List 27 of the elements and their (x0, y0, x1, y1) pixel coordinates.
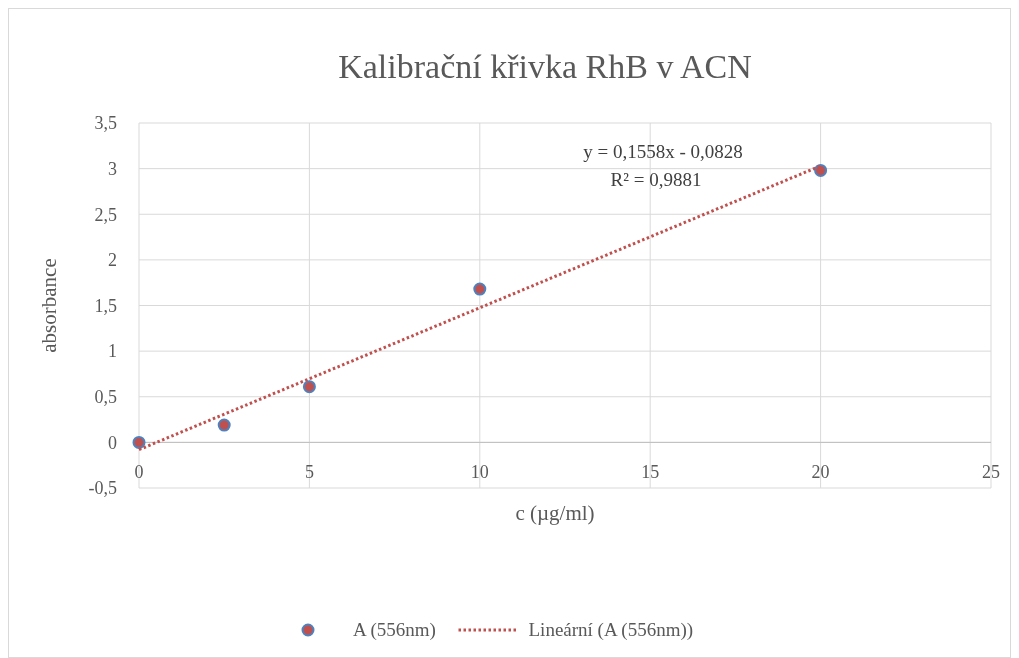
chart-title: Kalibrační křivka RhB v ACN (338, 48, 752, 85)
point (217, 418, 231, 432)
y-tick-label: -0,5 (88, 478, 117, 499)
x-tick-label: 5 (304, 462, 314, 483)
x-axis-title: c (µg/ml) (515, 501, 595, 525)
x-tick-label: 0 (134, 462, 144, 483)
legend-label: A (556nm) (353, 619, 436, 641)
y-tick-label: 0 (108, 432, 117, 453)
y-tick-label: 0,5 (94, 387, 117, 408)
y-tick-label: 2,5 (94, 204, 117, 225)
y-tick-label: 3 (108, 158, 117, 179)
legend-label: Lineární (A (556nm)) (528, 619, 694, 641)
annotation: y = 0,1558x - 0,0828 (583, 141, 743, 162)
point (473, 282, 487, 296)
y-tick-label: 2 (108, 250, 117, 271)
annotation: R² = 0,9881 (610, 169, 702, 190)
y-tick-label: 1,5 (94, 295, 117, 316)
x-tick-label: 20 (811, 462, 830, 483)
y-axis-title: absorbance (37, 258, 61, 353)
x-tick-label: 25 (982, 462, 1000, 483)
point (814, 163, 828, 177)
point (302, 380, 316, 394)
point (132, 435, 146, 449)
x-tick-label: 15 (641, 462, 660, 483)
y-tick-label: 3,5 (94, 113, 117, 134)
y-tick-label: 1 (108, 341, 117, 362)
x-tick-label: 10 (470, 462, 489, 483)
